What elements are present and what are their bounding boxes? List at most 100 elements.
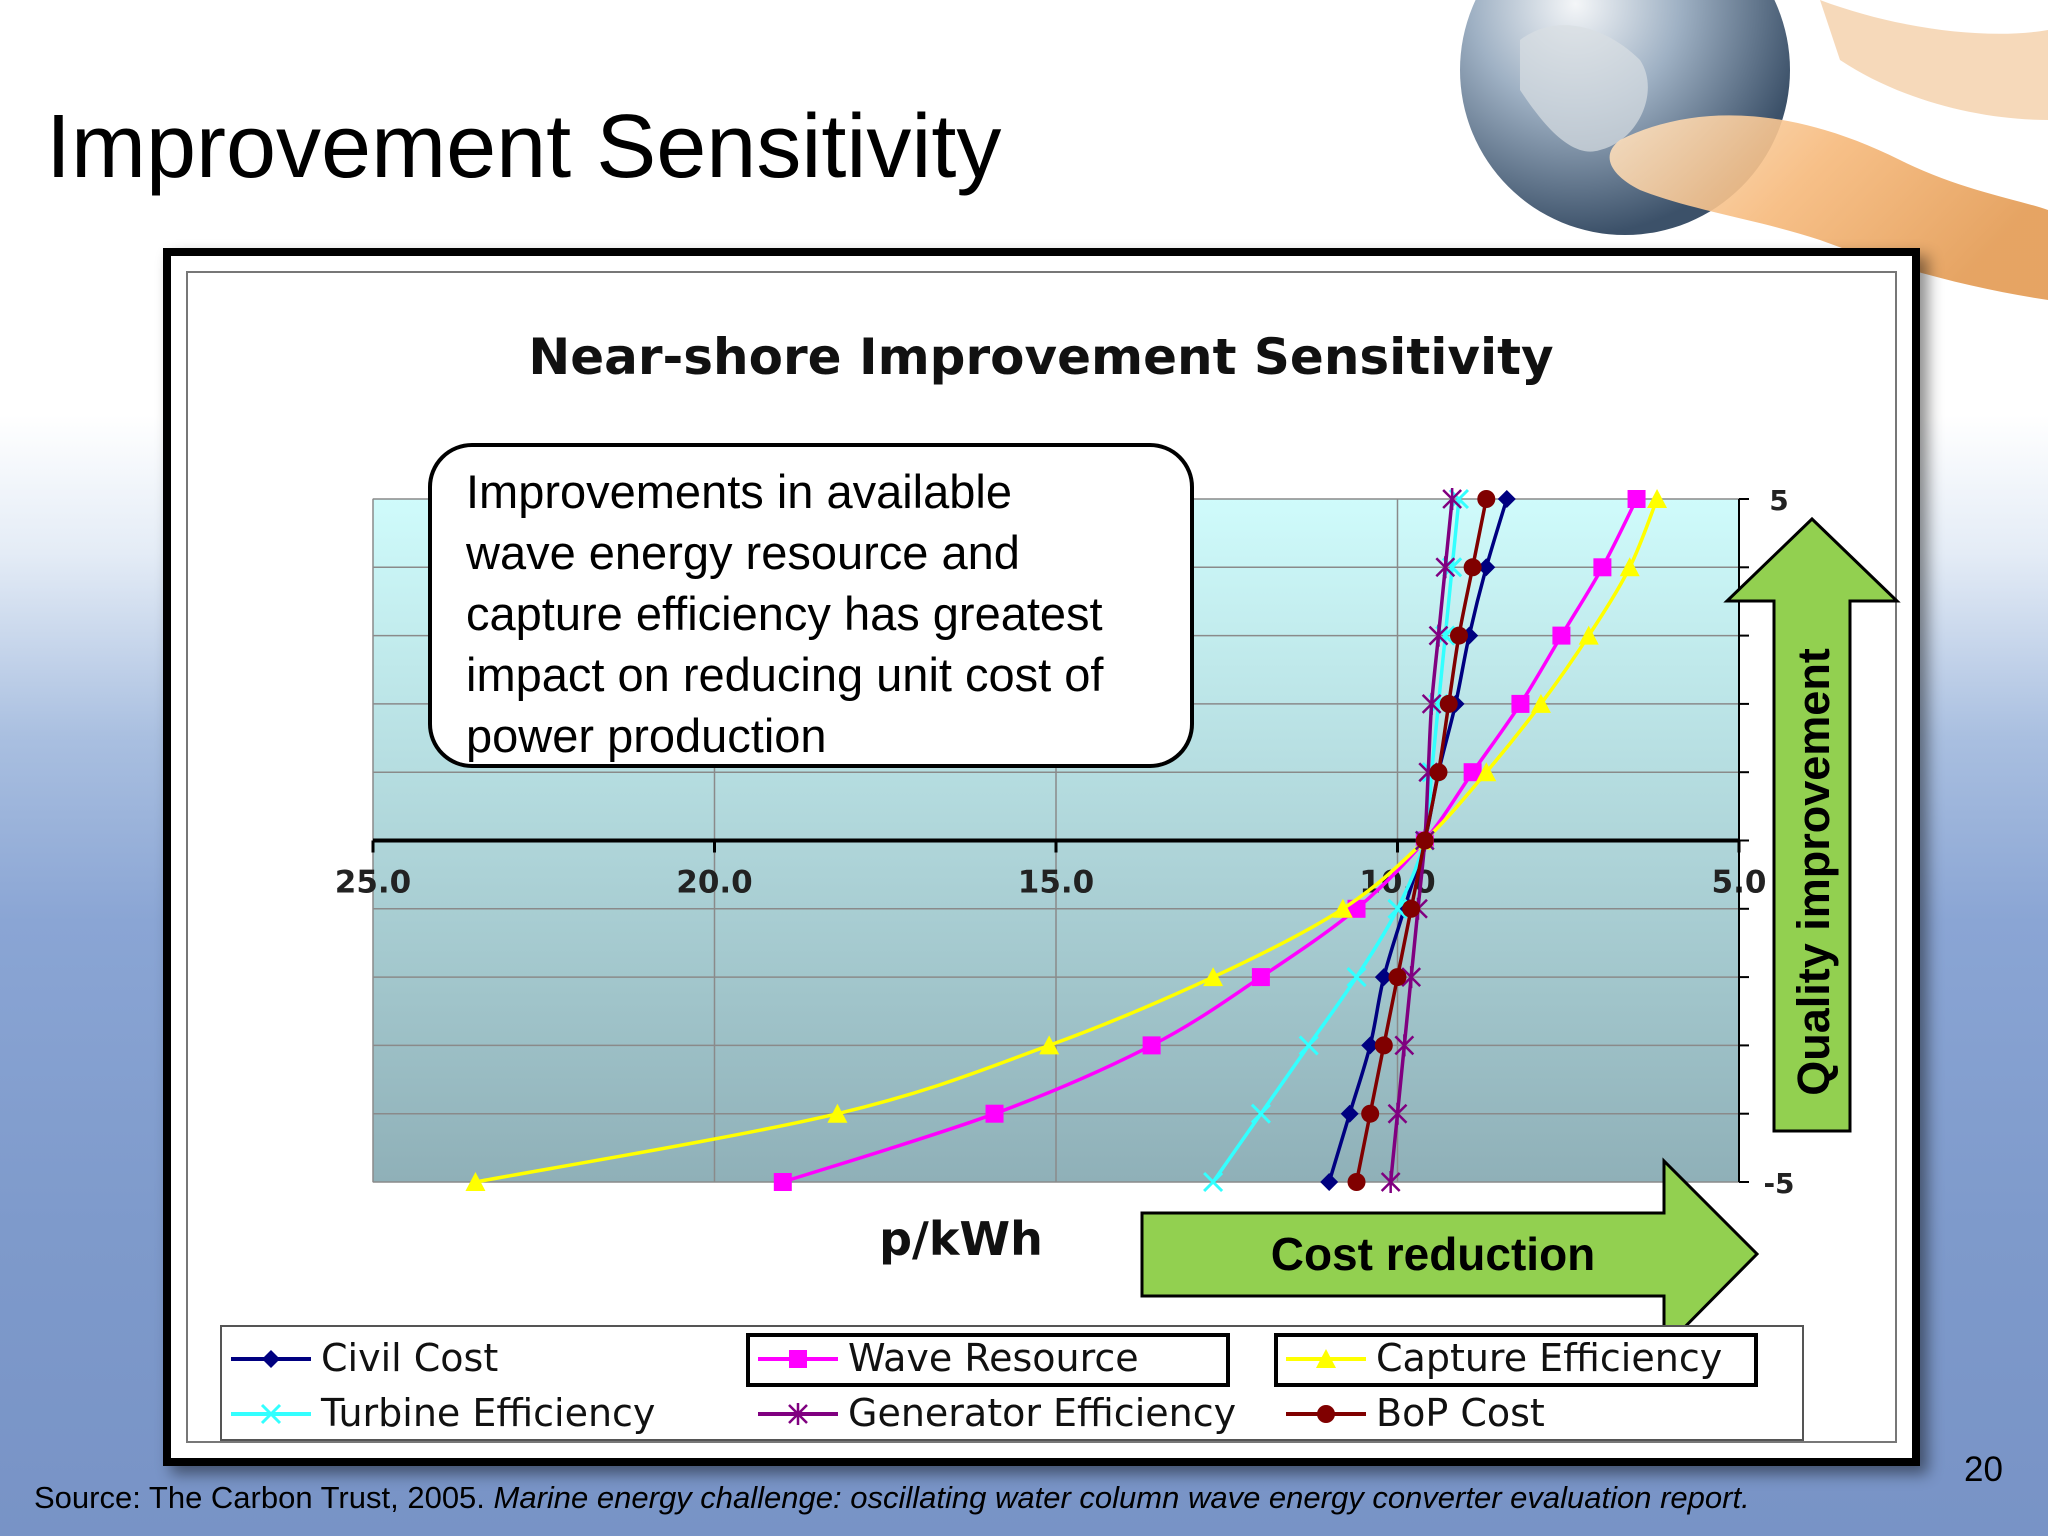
data-point: [1203, 1171, 1224, 1193]
callout-line: wave energy resource and: [466, 526, 1020, 579]
data-point: [1463, 558, 1482, 577]
data-point: [1203, 967, 1224, 987]
data-point: [1387, 1102, 1408, 1125]
data-point: [1251, 968, 1270, 987]
data-point: [789, 1350, 807, 1368]
series-bop-cost: [1347, 490, 1496, 1191]
data-point: [1439, 694, 1458, 713]
data-point: [788, 1403, 808, 1425]
legend-item: BoP Cost: [1286, 1391, 1545, 1435]
x-tick-label: 15.0: [1018, 865, 1095, 901]
callout-line: capture efficiency has greatest: [466, 587, 1103, 640]
data-point: [1647, 489, 1668, 508]
data-point: [1476, 762, 1497, 782]
data-point: [1332, 898, 1353, 918]
data-point: [1435, 556, 1456, 579]
data-point: [1619, 557, 1640, 577]
data-point: [1463, 763, 1482, 782]
data-point: [1477, 558, 1496, 577]
arrow-label: Quality improvement: [1788, 648, 1839, 1096]
data-point: [1388, 968, 1407, 987]
cost-reduction-arrow: Cost reduction: [1140, 1157, 1760, 1352]
data-point: [1250, 1103, 1271, 1124]
chart-svg: Near-shore Improvement Sensitivity 25.0 20…: [186, 271, 1901, 1443]
legend-label: Generator Efficiency: [848, 1391, 1236, 1435]
arrow-label: Cost reduction: [1271, 1228, 1596, 1280]
data-point: [1374, 968, 1393, 987]
data-point: [1449, 626, 1468, 645]
callout-box: Improvements in available wave energy re…: [428, 443, 1194, 768]
data-point: [1429, 763, 1448, 782]
data-point: [1511, 694, 1530, 713]
data-point: [1394, 1034, 1415, 1057]
data-point: [1298, 1035, 1319, 1056]
data-point: [1477, 490, 1496, 508]
data-point: [1346, 967, 1367, 988]
data-point: [773, 1173, 792, 1191]
legend-item: Capture Efficiency: [1274, 1333, 1758, 1387]
callout-line: Improvements in available: [466, 465, 1012, 518]
callout-line: power production: [466, 709, 827, 762]
data-point: [262, 1350, 280, 1368]
y-tick-label: -5: [1763, 1167, 1794, 1200]
chart-title: Near-shore Improvement Sensitivity: [528, 328, 1553, 386]
legend-label: Civil Cost: [321, 1336, 498, 1380]
chart-legend: Civil Cost Wave Resource Capture Efficienc…: [220, 1325, 1804, 1441]
data-point: [1401, 966, 1422, 989]
data-point: [1415, 831, 1434, 850]
legend-highlight-box: [746, 1333, 1230, 1387]
hand-icon: [1609, 115, 2048, 300]
quality-improvement-arrow: Quality improvement: [1723, 516, 1901, 1133]
data-point: [1552, 626, 1571, 645]
legend-highlight-box: [1274, 1333, 1758, 1387]
series-wave-resource: [773, 490, 1646, 1191]
legend-item: Civil Cost: [231, 1336, 498, 1380]
data-point: [1142, 1036, 1161, 1055]
data-point: [827, 1103, 848, 1123]
legend-item: Generator Efficiency: [758, 1391, 1236, 1435]
data-point: [1421, 692, 1442, 715]
data-point: [1320, 1173, 1339, 1191]
source-citation: Source: The Carbon Trust, 2005. Marine e…: [34, 1480, 1750, 1516]
data-point: [1380, 1171, 1401, 1193]
wrist-shape: [1820, 0, 2048, 120]
data-point: [1578, 625, 1599, 645]
data-point: [1593, 558, 1612, 577]
data-point: [1347, 1173, 1366, 1191]
data-point: [1374, 1036, 1393, 1055]
legend-label: BoP Cost: [1376, 1391, 1545, 1435]
legend-label: Turbine Efficiency: [320, 1391, 655, 1435]
y-tick-label: 5: [1769, 484, 1788, 517]
data-point: [985, 1104, 1004, 1123]
data-point: [465, 1172, 486, 1191]
data-point: [1340, 1104, 1359, 1123]
legend-label: Capture Efficiency: [1376, 1336, 1722, 1380]
legend-label: Wave Resource: [848, 1336, 1139, 1380]
data-point: [260, 1403, 282, 1425]
data-point: [1317, 1405, 1335, 1423]
data-point: [1442, 488, 1463, 510]
slide-title: Improvement Sensitivity: [46, 97, 1002, 197]
source-title: Marine energy challenge: oscillating wat…: [493, 1480, 1750, 1515]
chart-frame: Near-shore Improvement Sensitivity 25.0 20…: [163, 248, 1920, 1466]
data-point: [1428, 624, 1449, 647]
x-tick-label: 25.0: [335, 865, 412, 901]
data-point: [1361, 1104, 1380, 1123]
x-axis-title: p/kWh: [879, 1212, 1043, 1266]
series-capture-efficiency: [465, 489, 1668, 1191]
data-point: [1497, 490, 1516, 508]
source-prefix: Source: The Carbon Trust, 2005.: [34, 1480, 494, 1515]
x-tick-label: 20.0: [676, 865, 753, 901]
data-point: [1387, 898, 1408, 919]
data-point: [1039, 1035, 1060, 1055]
continent-shape: [1520, 25, 1648, 152]
arrow-shape: [1140, 1157, 1760, 1352]
arrow-shape: [1723, 516, 1901, 1133]
callout-line: impact on reducing unit cost of: [466, 648, 1104, 701]
data-point: [1316, 1349, 1336, 1368]
data-point: [1627, 490, 1646, 508]
data-point: [1402, 899, 1421, 918]
legend-item: Wave Resource: [746, 1333, 1230, 1387]
legend-item: Turbine Efficiency: [231, 1391, 655, 1435]
